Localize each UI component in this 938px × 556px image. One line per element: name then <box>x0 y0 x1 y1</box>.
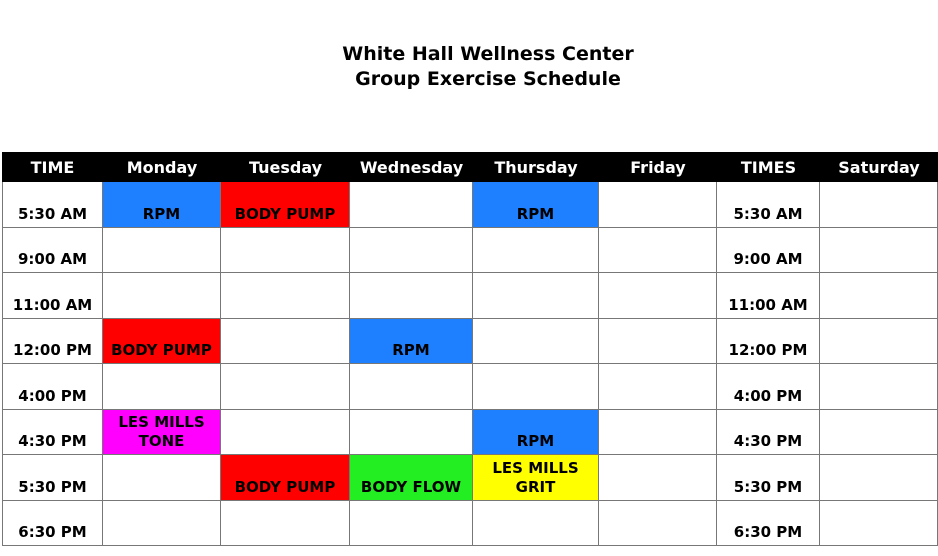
schedule-cell <box>103 455 221 501</box>
schedule-cell <box>350 364 473 410</box>
schedule-cell <box>350 182 473 228</box>
schedule-cell <box>820 273 938 319</box>
schedule-cell <box>221 500 350 546</box>
column-header: Tuesday <box>221 152 350 182</box>
schedule-cell <box>820 500 938 546</box>
time-cell: 11:00 AM <box>2 273 103 319</box>
class-cell: RPM <box>473 182 599 228</box>
class-cell: BODY FLOW <box>350 455 473 501</box>
time-cell: 4:00 PM <box>717 364 820 410</box>
class-cell: BODY PUMP <box>221 455 350 501</box>
schedule-cell <box>599 273 717 319</box>
schedule-cell <box>350 273 473 319</box>
time-cell: 11:00 AM <box>717 273 820 319</box>
time-cell: 4:30 PM <box>2 409 103 455</box>
class-cell: BODY PUMP <box>103 318 221 364</box>
schedule-cell <box>103 273 221 319</box>
schedule-cell <box>221 364 350 410</box>
class-label: GRIT <box>515 477 556 496</box>
schedule-cell <box>820 182 938 228</box>
title: White Hall Wellness Center <box>342 43 634 65</box>
schedule-cell <box>221 227 350 273</box>
schedule-cell <box>350 500 473 546</box>
class-cell: BODY PUMP <box>221 182 350 228</box>
schedule-cell <box>599 364 717 410</box>
time-cell: 5:30 AM <box>717 182 820 228</box>
time-cell: 9:00 AM <box>717 227 820 273</box>
schedule-cell <box>473 273 599 319</box>
schedule-cell <box>103 500 221 546</box>
schedule-cell <box>473 364 599 410</box>
time-cell: 5:30 AM <box>2 182 103 228</box>
schedule-cell <box>820 364 938 410</box>
time-cell: 6:30 PM <box>717 500 820 546</box>
time-cell: 5:30 PM <box>2 455 103 501</box>
time-cell: 4:00 PM <box>2 364 103 410</box>
class-label: RPM <box>392 341 430 359</box>
column-header: Saturday <box>820 152 938 182</box>
column-header: Friday <box>599 152 717 182</box>
class-cell: RPM <box>473 409 599 455</box>
class-cell: LES MILLS GRIT <box>473 455 599 501</box>
schedule-cell <box>103 364 221 410</box>
time-cell: 12:00 PM <box>717 318 820 364</box>
schedule-cell <box>599 227 717 273</box>
schedule-cell <box>221 409 350 455</box>
class-label: LES MILLS <box>118 413 205 431</box>
schedule-cell <box>473 318 599 364</box>
class-label: BODY PUMP <box>111 341 212 359</box>
class-label: BODY FLOW <box>360 477 462 496</box>
schedule-cell <box>350 227 473 273</box>
class-cell: RPM <box>103 182 221 228</box>
class-label: RPM <box>142 204 181 223</box>
time-cell: 5:30 PM <box>717 455 820 501</box>
column-header: TIME <box>2 152 103 182</box>
class-label: LES MILLS <box>492 458 579 477</box>
schedule-cell <box>350 409 473 455</box>
class-label: RPM <box>516 204 555 223</box>
subtitle: Group Exercise Schedule <box>355 68 621 90</box>
class-label: RPM <box>516 432 555 450</box>
column-header: Thursday <box>473 152 599 182</box>
time-cell: 12:00 PM <box>2 318 103 364</box>
class-cell: RPM <box>350 318 473 364</box>
schedule-cell <box>473 500 599 546</box>
schedule-cell <box>599 500 717 546</box>
schedule-cell <box>599 318 717 364</box>
time-cell: 9:00 AM <box>2 227 103 273</box>
schedule-cell <box>820 318 938 364</box>
schedule-cell <box>599 409 717 455</box>
schedule-cell <box>599 455 717 501</box>
schedule-cell <box>820 455 938 501</box>
column-header: TIMES <box>717 152 820 182</box>
time-cell: 4:30 PM <box>717 409 820 455</box>
column-header: Wednesday <box>350 152 473 182</box>
time-cell: 6:30 PM <box>2 500 103 546</box>
schedule-cell <box>103 227 221 273</box>
class-cell: LES MILLS TONE <box>103 409 221 455</box>
schedule-cell <box>820 227 938 273</box>
class-label: BODY PUMP <box>234 204 336 223</box>
class-label: BODY PUMP <box>234 477 336 496</box>
schedule-cell <box>599 182 717 228</box>
schedule-cell <box>221 273 350 319</box>
schedule-cell <box>820 409 938 455</box>
column-header: Monday <box>103 152 221 182</box>
schedule-cell <box>221 318 350 364</box>
schedule-cell <box>473 227 599 273</box>
class-label: TONE <box>138 432 185 450</box>
